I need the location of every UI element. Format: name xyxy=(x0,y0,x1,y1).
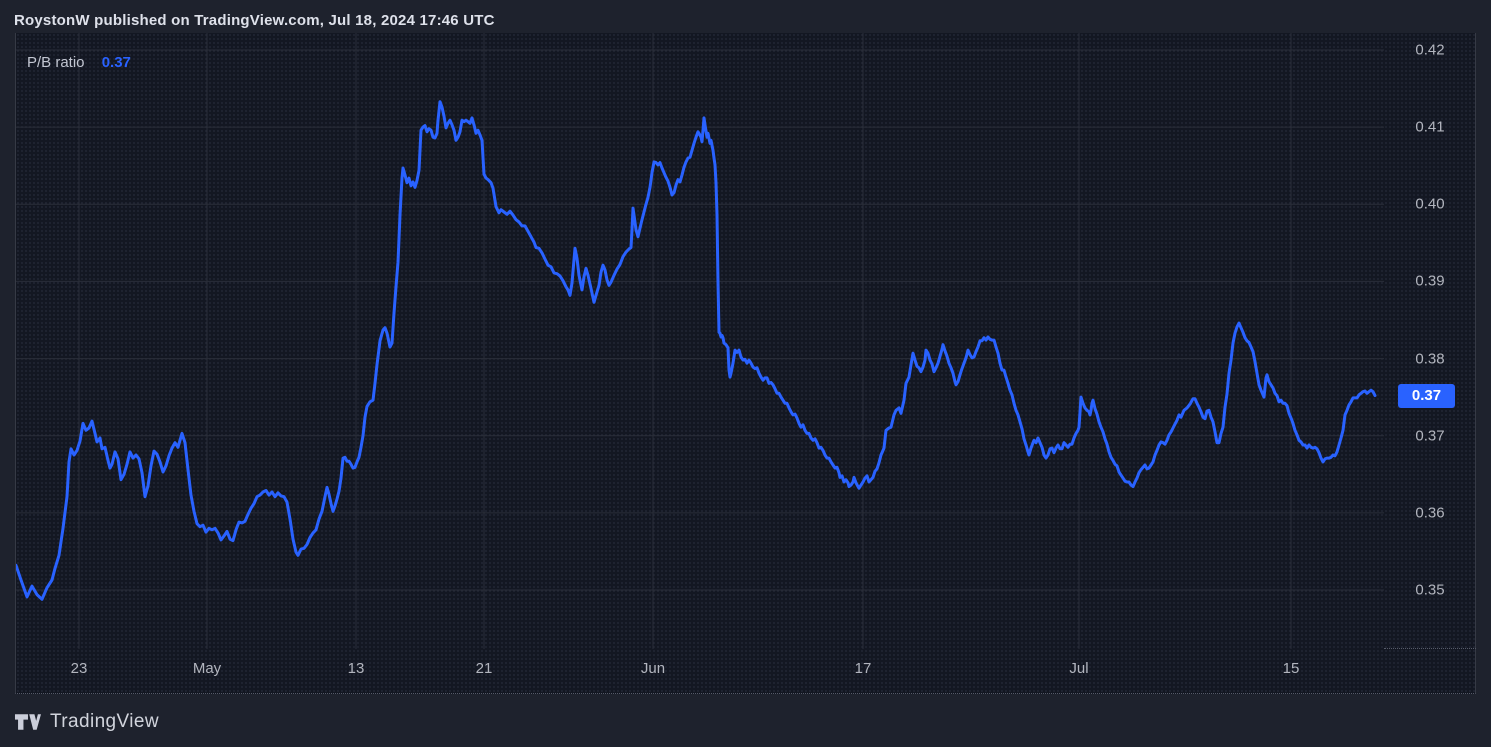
price-axis-label: 0.42 xyxy=(1415,41,1445,59)
last-price-badge: 0.37 xyxy=(1398,383,1455,408)
tradingview-brand-text[interactable]: TradingView xyxy=(50,711,159,732)
price-axis-label: 0.41 xyxy=(1415,118,1445,136)
chart-widget: P/B ratio 0.37 0.42 0.41 0.40 0.39 0.38 0.37 0… xyxy=(15,33,1476,694)
time-axis-label: 17 xyxy=(854,660,872,677)
time-axis-label: 21 xyxy=(475,660,493,677)
legend: P/B ratio 0.37 xyxy=(27,54,131,71)
time-axis-label: 15 xyxy=(1282,660,1300,677)
price-axis-label: 0.37 xyxy=(1415,427,1445,445)
publish-caption: RoystonW published on TradingView.com, J… xyxy=(14,12,495,29)
time-axis[interactable]: 23 May 13 21 Jun 17 Jul 15 xyxy=(16,649,1384,693)
price-axis-label: 0.36 xyxy=(1415,504,1445,522)
series-last-value: 0.37 xyxy=(101,54,131,71)
time-axis-label: Jul xyxy=(1069,660,1089,677)
time-axis-label: 23 xyxy=(70,660,88,677)
pb-ratio-line xyxy=(16,100,1377,601)
price-axis-label: 0.38 xyxy=(1415,350,1445,368)
price-axis-label: 0.35 xyxy=(1415,581,1445,599)
price-axis-label: 0.40 xyxy=(1415,195,1445,213)
tradingview-logo-icon[interactable] xyxy=(14,709,41,735)
price-axis-label: 0.39 xyxy=(1415,272,1445,290)
price-axis[interactable]: 0.42 0.41 0.40 0.39 0.38 0.37 0.36 0.35 xyxy=(1384,33,1476,649)
price-line-chart[interactable] xyxy=(16,33,1475,693)
series-title[interactable]: P/B ratio xyxy=(27,54,85,71)
footer-bar: TradingView xyxy=(14,702,159,742)
last-price-badge-value: 0.37 xyxy=(1411,387,1442,405)
time-axis-label: 13 xyxy=(347,660,365,677)
header-bar: RoystonW published on TradingView.com, J… xyxy=(14,12,495,32)
time-axis-label: May xyxy=(192,660,222,677)
time-axis-label: Jun xyxy=(640,660,666,677)
price-axis-divider xyxy=(1384,648,1476,649)
